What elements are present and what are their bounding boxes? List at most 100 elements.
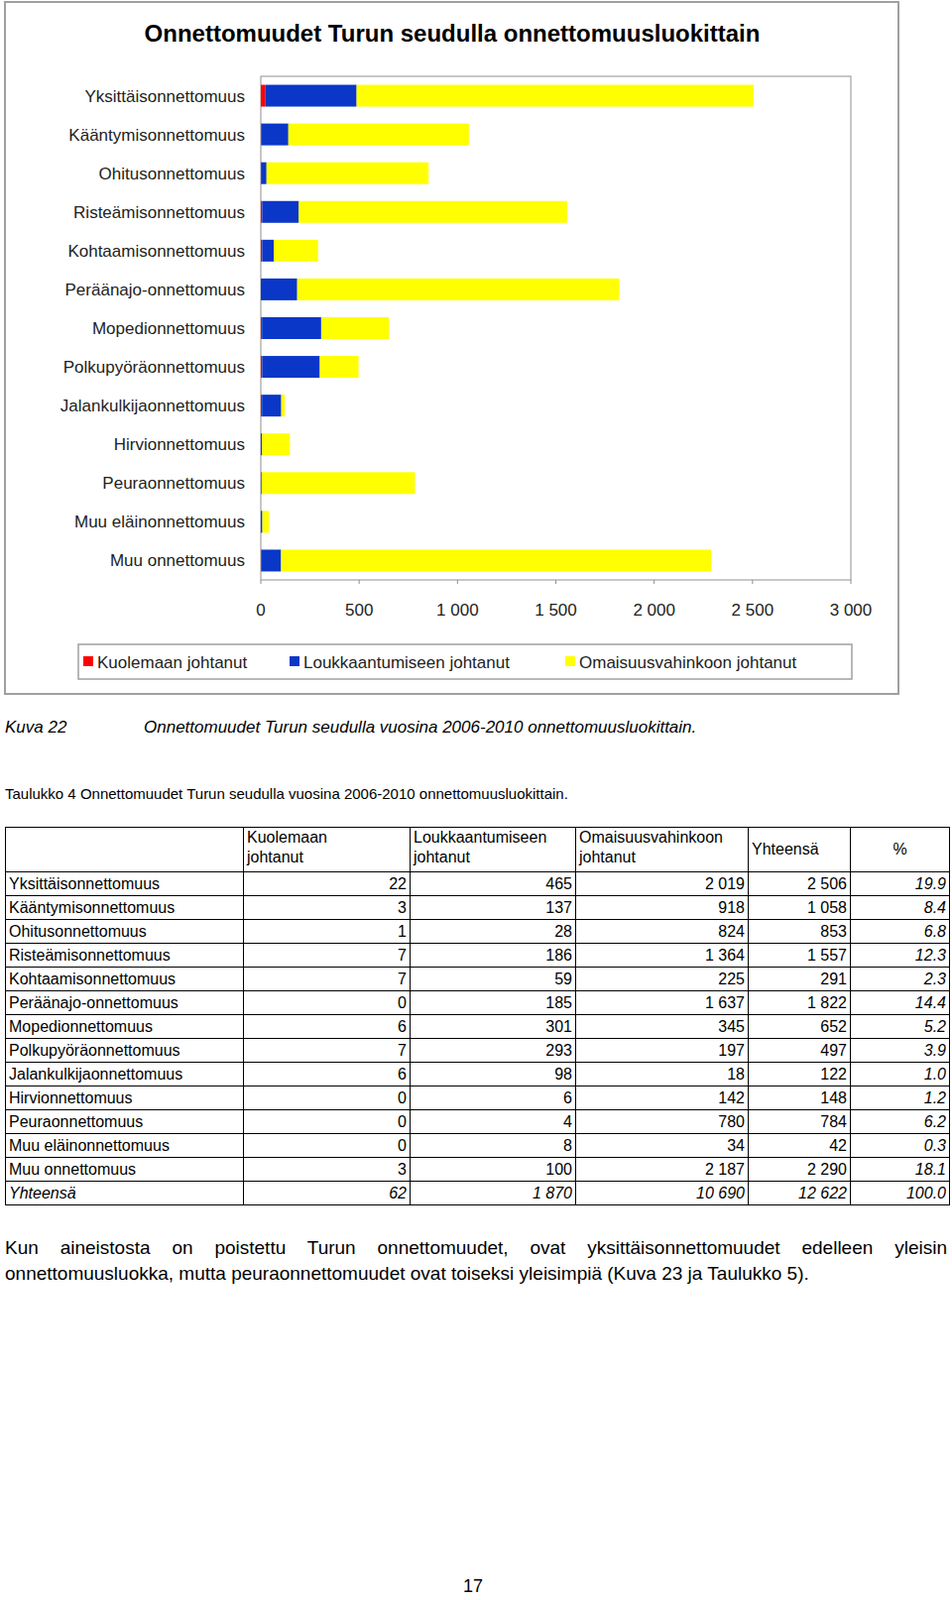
bar-segment bbox=[281, 394, 286, 417]
category-label: Hirvionnettomuus bbox=[114, 435, 245, 455]
table-cell: 186 bbox=[410, 944, 577, 968]
bar-segment bbox=[260, 433, 262, 456]
bar-segment bbox=[273, 239, 319, 262]
bar-segment bbox=[261, 356, 320, 378]
x-tick-label: 1 500 bbox=[534, 600, 578, 620]
header-cell: Omaisuusvahinkoon johtanut bbox=[576, 828, 749, 873]
bar-segment bbox=[260, 433, 262, 456]
bar-segment bbox=[261, 201, 299, 224]
bar-segment bbox=[260, 317, 262, 340]
data-table: Kuolemaan johtanut Loukkaantumiseen johta… bbox=[4, 827, 951, 1206]
table-cell: 122 bbox=[748, 1063, 851, 1087]
category-label: Kohtaamisonnettomuus bbox=[67, 241, 245, 261]
table-cell: 8 bbox=[410, 1134, 577, 1159]
table-row: Yhteensä621 87010 69012 622100.0 bbox=[5, 1182, 951, 1206]
table-cell: 1 822 bbox=[748, 991, 851, 1016]
bar-segment bbox=[260, 85, 265, 108]
table-cell: 1 557 bbox=[748, 944, 851, 968]
table-cell: 3 bbox=[243, 1158, 411, 1183]
x-tick bbox=[260, 580, 262, 585]
header-text: Kuolemaan johtanut bbox=[246, 828, 328, 868]
table-cell: 197 bbox=[576, 1039, 749, 1064]
bar-segment bbox=[297, 278, 620, 301]
table-cell: 18.1 bbox=[850, 1158, 951, 1183]
table-row: Hirvionnettomuus061421481.2 bbox=[5, 1086, 951, 1111]
category-label: Peuraonnettomuus bbox=[102, 474, 245, 493]
header-text: % bbox=[892, 840, 907, 858]
table-cell: 497 bbox=[748, 1039, 851, 1064]
x-tick-label: 1 000 bbox=[436, 600, 479, 620]
table-cell: 1 870 bbox=[410, 1182, 577, 1206]
header-text: Loukkaantumiseen johtanut bbox=[413, 828, 547, 868]
table-cell: 1.0 bbox=[850, 1063, 951, 1087]
table-cell: 62 bbox=[243, 1182, 411, 1206]
x-tick-label: 500 bbox=[345, 600, 373, 620]
table-cell: 465 bbox=[410, 872, 577, 897]
table-cell: Polkupyöräonnettomuus bbox=[5, 1039, 244, 1064]
bar-segment bbox=[298, 201, 568, 224]
table-cell: 12 622 bbox=[748, 1182, 851, 1206]
bar-segment bbox=[261, 317, 322, 340]
table-cell: 345 bbox=[576, 1015, 749, 1040]
bar-segment bbox=[260, 394, 262, 417]
table-cell: 0 bbox=[243, 1110, 411, 1135]
table-cell: Ohitusonnettomuus bbox=[5, 920, 244, 945]
table-cell: Risteämisonnettomuus bbox=[5, 944, 244, 968]
bar-segment bbox=[260, 510, 263, 533]
table-cell: 34 bbox=[576, 1134, 749, 1159]
table-cell: Peuraonnettomuus bbox=[5, 1110, 244, 1135]
table-cell: 6.8 bbox=[850, 920, 951, 945]
paragraph: Kun aineistosta on poistettu Turun onnet… bbox=[4, 1235, 948, 1288]
table-cell: Jalankulkijaonnettomuus bbox=[5, 1063, 244, 1087]
table-cell: 185 bbox=[410, 991, 577, 1016]
category-label: Risteämisonnettomuus bbox=[73, 203, 245, 223]
table-cell: 19.9 bbox=[850, 872, 951, 897]
figure-label: Kuva 22 bbox=[4, 717, 67, 738]
x-tick bbox=[457, 580, 459, 585]
bar-segment bbox=[357, 85, 754, 108]
x-tick-label: 2 500 bbox=[731, 600, 775, 620]
bar-segment bbox=[260, 162, 267, 185]
bar-segment bbox=[261, 123, 289, 146]
bar-segment bbox=[280, 549, 712, 572]
x-tick bbox=[653, 580, 655, 585]
table-row: Muu onnettomuus31002 1872 29018.1 bbox=[5, 1158, 951, 1183]
bar-segment bbox=[261, 549, 282, 572]
header-text: Yhteensä bbox=[751, 840, 820, 858]
category-label: Jalankulkijaonnettomuus bbox=[60, 396, 245, 416]
table-cell: 2 290 bbox=[748, 1158, 851, 1183]
table-cell: 4 bbox=[410, 1110, 577, 1135]
category-label: Yksittäisonnettomuus bbox=[84, 87, 245, 107]
table-cell: 1 364 bbox=[576, 944, 749, 968]
x-tick-label: 2 000 bbox=[632, 600, 676, 620]
table-row: Muu eläinonnettomuus0834420.3 bbox=[5, 1134, 951, 1159]
table-cell: 293 bbox=[410, 1039, 577, 1064]
table-cell: Muu onnettomuus bbox=[5, 1158, 244, 1183]
table-cell: 14.4 bbox=[850, 991, 951, 1016]
table-cell: Hirvionnettomuus bbox=[5, 1086, 244, 1111]
table-cell: 652 bbox=[748, 1015, 851, 1040]
x-tick bbox=[850, 580, 852, 585]
table-cell: 5.2 bbox=[850, 1015, 951, 1040]
table-cell: 6.2 bbox=[850, 1110, 951, 1135]
table-cell: 137 bbox=[410, 896, 577, 921]
table-cell: 100.0 bbox=[850, 1182, 951, 1206]
table-cell: 1.2 bbox=[850, 1086, 951, 1111]
table-cell: 7 bbox=[243, 1039, 411, 1064]
page-number: 17 bbox=[453, 1576, 493, 1598]
col bbox=[243, 828, 411, 1206]
bar-segment bbox=[266, 162, 429, 185]
x-tick-label: 0 bbox=[255, 600, 265, 620]
chart-frame bbox=[4, 1, 899, 695]
header-cell: Loukkaantumiseen johtanut bbox=[410, 828, 577, 873]
table-cell: 0 bbox=[243, 1086, 411, 1111]
legend-label: Kuolemaan johtanut bbox=[97, 653, 248, 673]
table-cell: 1 bbox=[243, 920, 411, 945]
bar-segment bbox=[262, 510, 270, 533]
table-cell: 3.9 bbox=[850, 1039, 951, 1064]
bar-segment bbox=[260, 201, 262, 224]
table-cell: 225 bbox=[576, 967, 749, 992]
legend-label: Loukkaantumiseen johtanut bbox=[303, 653, 510, 673]
table-cell: 3 bbox=[243, 896, 411, 921]
table-cell: 142 bbox=[576, 1086, 749, 1111]
